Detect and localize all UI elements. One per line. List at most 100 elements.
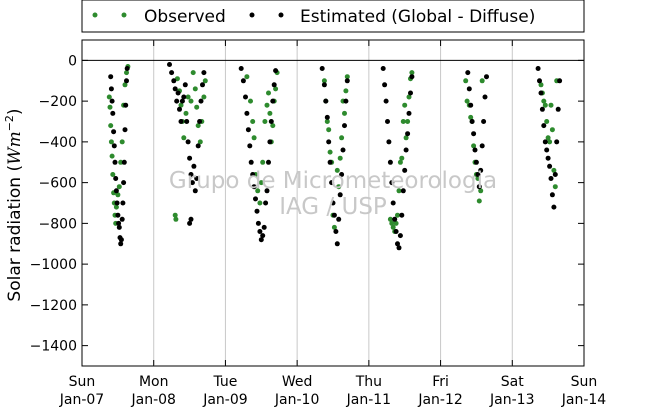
data-point: [469, 119, 475, 124]
data-point: [188, 216, 194, 222]
data-point: [386, 139, 392, 145]
data-point: [324, 114, 330, 120]
x-tick-label-date: Jan-09: [202, 392, 247, 408]
y-axis-label-close: ): [5, 108, 25, 115]
data-point: [188, 98, 194, 104]
data-point: [331, 224, 337, 230]
data-point: [406, 110, 412, 116]
data-point: [116, 224, 122, 230]
data-point: [537, 78, 542, 84]
data-point: [397, 159, 403, 165]
x-tick-label-date: Jan-11: [346, 392, 391, 408]
data-point: [552, 172, 558, 177]
data-point: [202, 78, 208, 84]
data-point: [395, 241, 400, 247]
x-tick-label-day: Thu: [355, 374, 382, 390]
data-point: [184, 119, 190, 124]
data-point: [107, 104, 113, 110]
legend-observed-marker-2: [121, 12, 127, 18]
grid-lines: [153, 40, 513, 366]
data-point: [337, 155, 343, 161]
data-point: [535, 66, 541, 71]
y-tick-label: −200: [39, 94, 77, 110]
data-point: [267, 139, 273, 145]
data-point: [124, 70, 129, 76]
data-point: [476, 198, 482, 204]
data-point: [551, 167, 557, 173]
data-point: [187, 220, 193, 226]
data-point: [250, 172, 256, 177]
x-tick-label-day: Tue: [212, 374, 237, 390]
data-point: [555, 106, 561, 112]
data-point: [343, 88, 349, 94]
data-point: [340, 147, 346, 153]
data-point: [192, 188, 198, 194]
data-point: [255, 220, 261, 226]
data-point: [187, 155, 193, 161]
data-point: [113, 188, 119, 194]
data-point: [542, 102, 548, 108]
data-point: [396, 188, 402, 194]
data-point: [185, 94, 191, 100]
x-tick-label-date: Jan-14: [561, 392, 607, 408]
data-point: [175, 90, 181, 96]
data-point: [116, 220, 122, 226]
data-point: [387, 159, 393, 165]
x-tick-label-day: Mon: [139, 374, 169, 390]
data-point: [549, 192, 555, 198]
legend-observed-label: Observed: [144, 7, 226, 27]
plot-frame: [81, 39, 585, 367]
data-point: [390, 224, 396, 230]
data-point: [382, 82, 388, 88]
data-point: [250, 119, 256, 124]
data-point: [178, 119, 184, 124]
data-point: [115, 192, 121, 198]
data-point: [337, 192, 343, 198]
data-point: [177, 106, 182, 112]
data-point: [389, 180, 395, 186]
data-point: [330, 200, 336, 206]
data-point: [471, 131, 477, 137]
data-point: [464, 98, 470, 104]
y-axis-label: Solar radiation (Wm−2): [3, 108, 25, 301]
y-axis-label-unit: Wm: [5, 131, 25, 165]
x-tick-label-date: Jan-08: [130, 392, 175, 408]
data-point: [271, 82, 277, 88]
legend-box: [81, 0, 585, 33]
data-point: [106, 94, 112, 100]
data-point: [544, 147, 550, 153]
y-tick-label: −400: [39, 135, 77, 151]
data-point: [118, 159, 124, 165]
data-point: [201, 70, 207, 76]
data-point: [321, 78, 327, 84]
legend: Observed Estimated (Global - Diffuse): [81, 0, 585, 33]
data-point: [336, 184, 342, 190]
data-point: [557, 78, 563, 84]
data-point: [179, 98, 185, 104]
data-point: [408, 90, 413, 96]
data-point: [194, 104, 200, 110]
data-point: [409, 74, 415, 80]
x-tick-label-date: Jan-12: [417, 392, 462, 408]
data-point: [238, 66, 244, 71]
data-point: [344, 74, 350, 80]
legend-observed-marker-1: [92, 12, 98, 18]
data-point: [197, 139, 203, 145]
data-point: [481, 119, 487, 124]
data-point: [172, 212, 178, 218]
x-tick-label-date: Jan-07: [59, 392, 104, 408]
data-point: [324, 119, 330, 124]
data-point: [264, 188, 270, 194]
data-point: [482, 94, 488, 100]
series-1: [108, 62, 563, 251]
data-point: [167, 62, 172, 67]
data-point: [181, 135, 187, 141]
data-point: [334, 241, 340, 247]
data-point: [331, 212, 337, 218]
data-point: [118, 237, 124, 243]
data-point: [544, 119, 550, 124]
data-point: [189, 180, 195, 186]
data-point: [244, 74, 250, 80]
data-point: [554, 139, 560, 145]
